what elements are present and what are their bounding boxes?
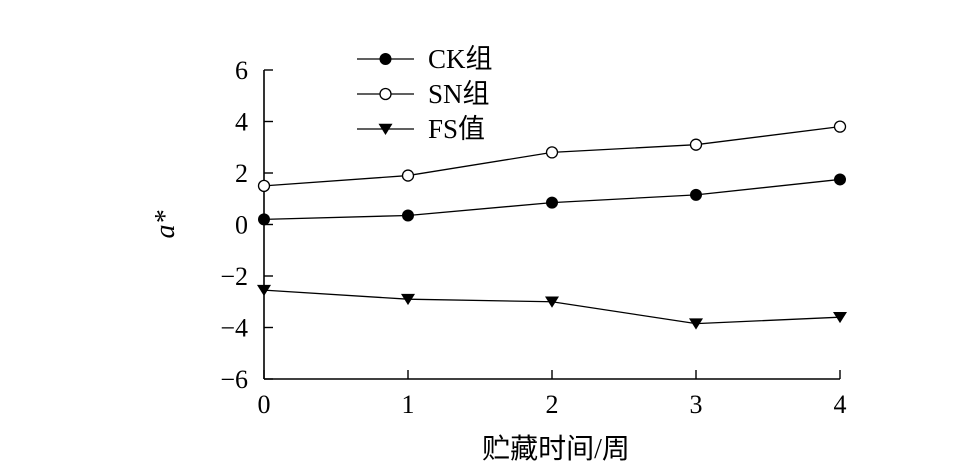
data-point-2 bbox=[545, 296, 559, 308]
data-point-0 bbox=[402, 209, 414, 222]
legend: CK组 SN组 FS值 bbox=[357, 44, 493, 144]
data-point-2 bbox=[401, 293, 415, 306]
data-point-1 bbox=[689, 138, 703, 151]
data-point-1 bbox=[401, 169, 415, 182]
legend-label: SN组 bbox=[428, 79, 490, 109]
legend-marker bbox=[379, 87, 392, 101]
data-point-0 bbox=[834, 173, 846, 186]
data-point-2 bbox=[689, 318, 703, 330]
y-axis-title: a* bbox=[150, 211, 181, 239]
y-tick-label: 2 bbox=[235, 159, 248, 188]
y-tick-label: −6 bbox=[220, 365, 248, 394]
y-tick-label: −2 bbox=[220, 262, 248, 291]
legend-marker bbox=[379, 53, 392, 65]
x-tick-label: 4 bbox=[834, 390, 847, 419]
x-tick-label: 2 bbox=[546, 390, 559, 419]
y-tick-label: 4 bbox=[235, 108, 248, 137]
data-point-0 bbox=[546, 196, 558, 209]
x-axis-title: 贮藏时间/周 bbox=[482, 433, 630, 465]
series-markers bbox=[257, 120, 847, 330]
x-tick-label: 0 bbox=[258, 390, 271, 419]
data-point-2 bbox=[833, 311, 847, 324]
data-point-0 bbox=[258, 213, 270, 226]
data-point-1 bbox=[257, 179, 271, 193]
legend-marker bbox=[378, 123, 393, 135]
y-tick-label: −4 bbox=[220, 314, 248, 343]
x-tick-label: 1 bbox=[402, 390, 415, 419]
legend-label: CK组 bbox=[428, 44, 493, 74]
axes bbox=[263, 70, 840, 380]
y-tick-label: 6 bbox=[235, 56, 248, 85]
legend-label: FS值 bbox=[428, 114, 485, 144]
data-point-1 bbox=[833, 120, 847, 133]
x-tick-label: 3 bbox=[690, 390, 703, 419]
ticks: 6 4 2 0 −2 −4 −6 0 1 2 3 4 bbox=[220, 56, 846, 419]
data-point-0 bbox=[690, 188, 702, 201]
data-point-2 bbox=[257, 284, 271, 297]
y-tick-label: 0 bbox=[235, 211, 248, 240]
data-point-1 bbox=[545, 146, 559, 159]
